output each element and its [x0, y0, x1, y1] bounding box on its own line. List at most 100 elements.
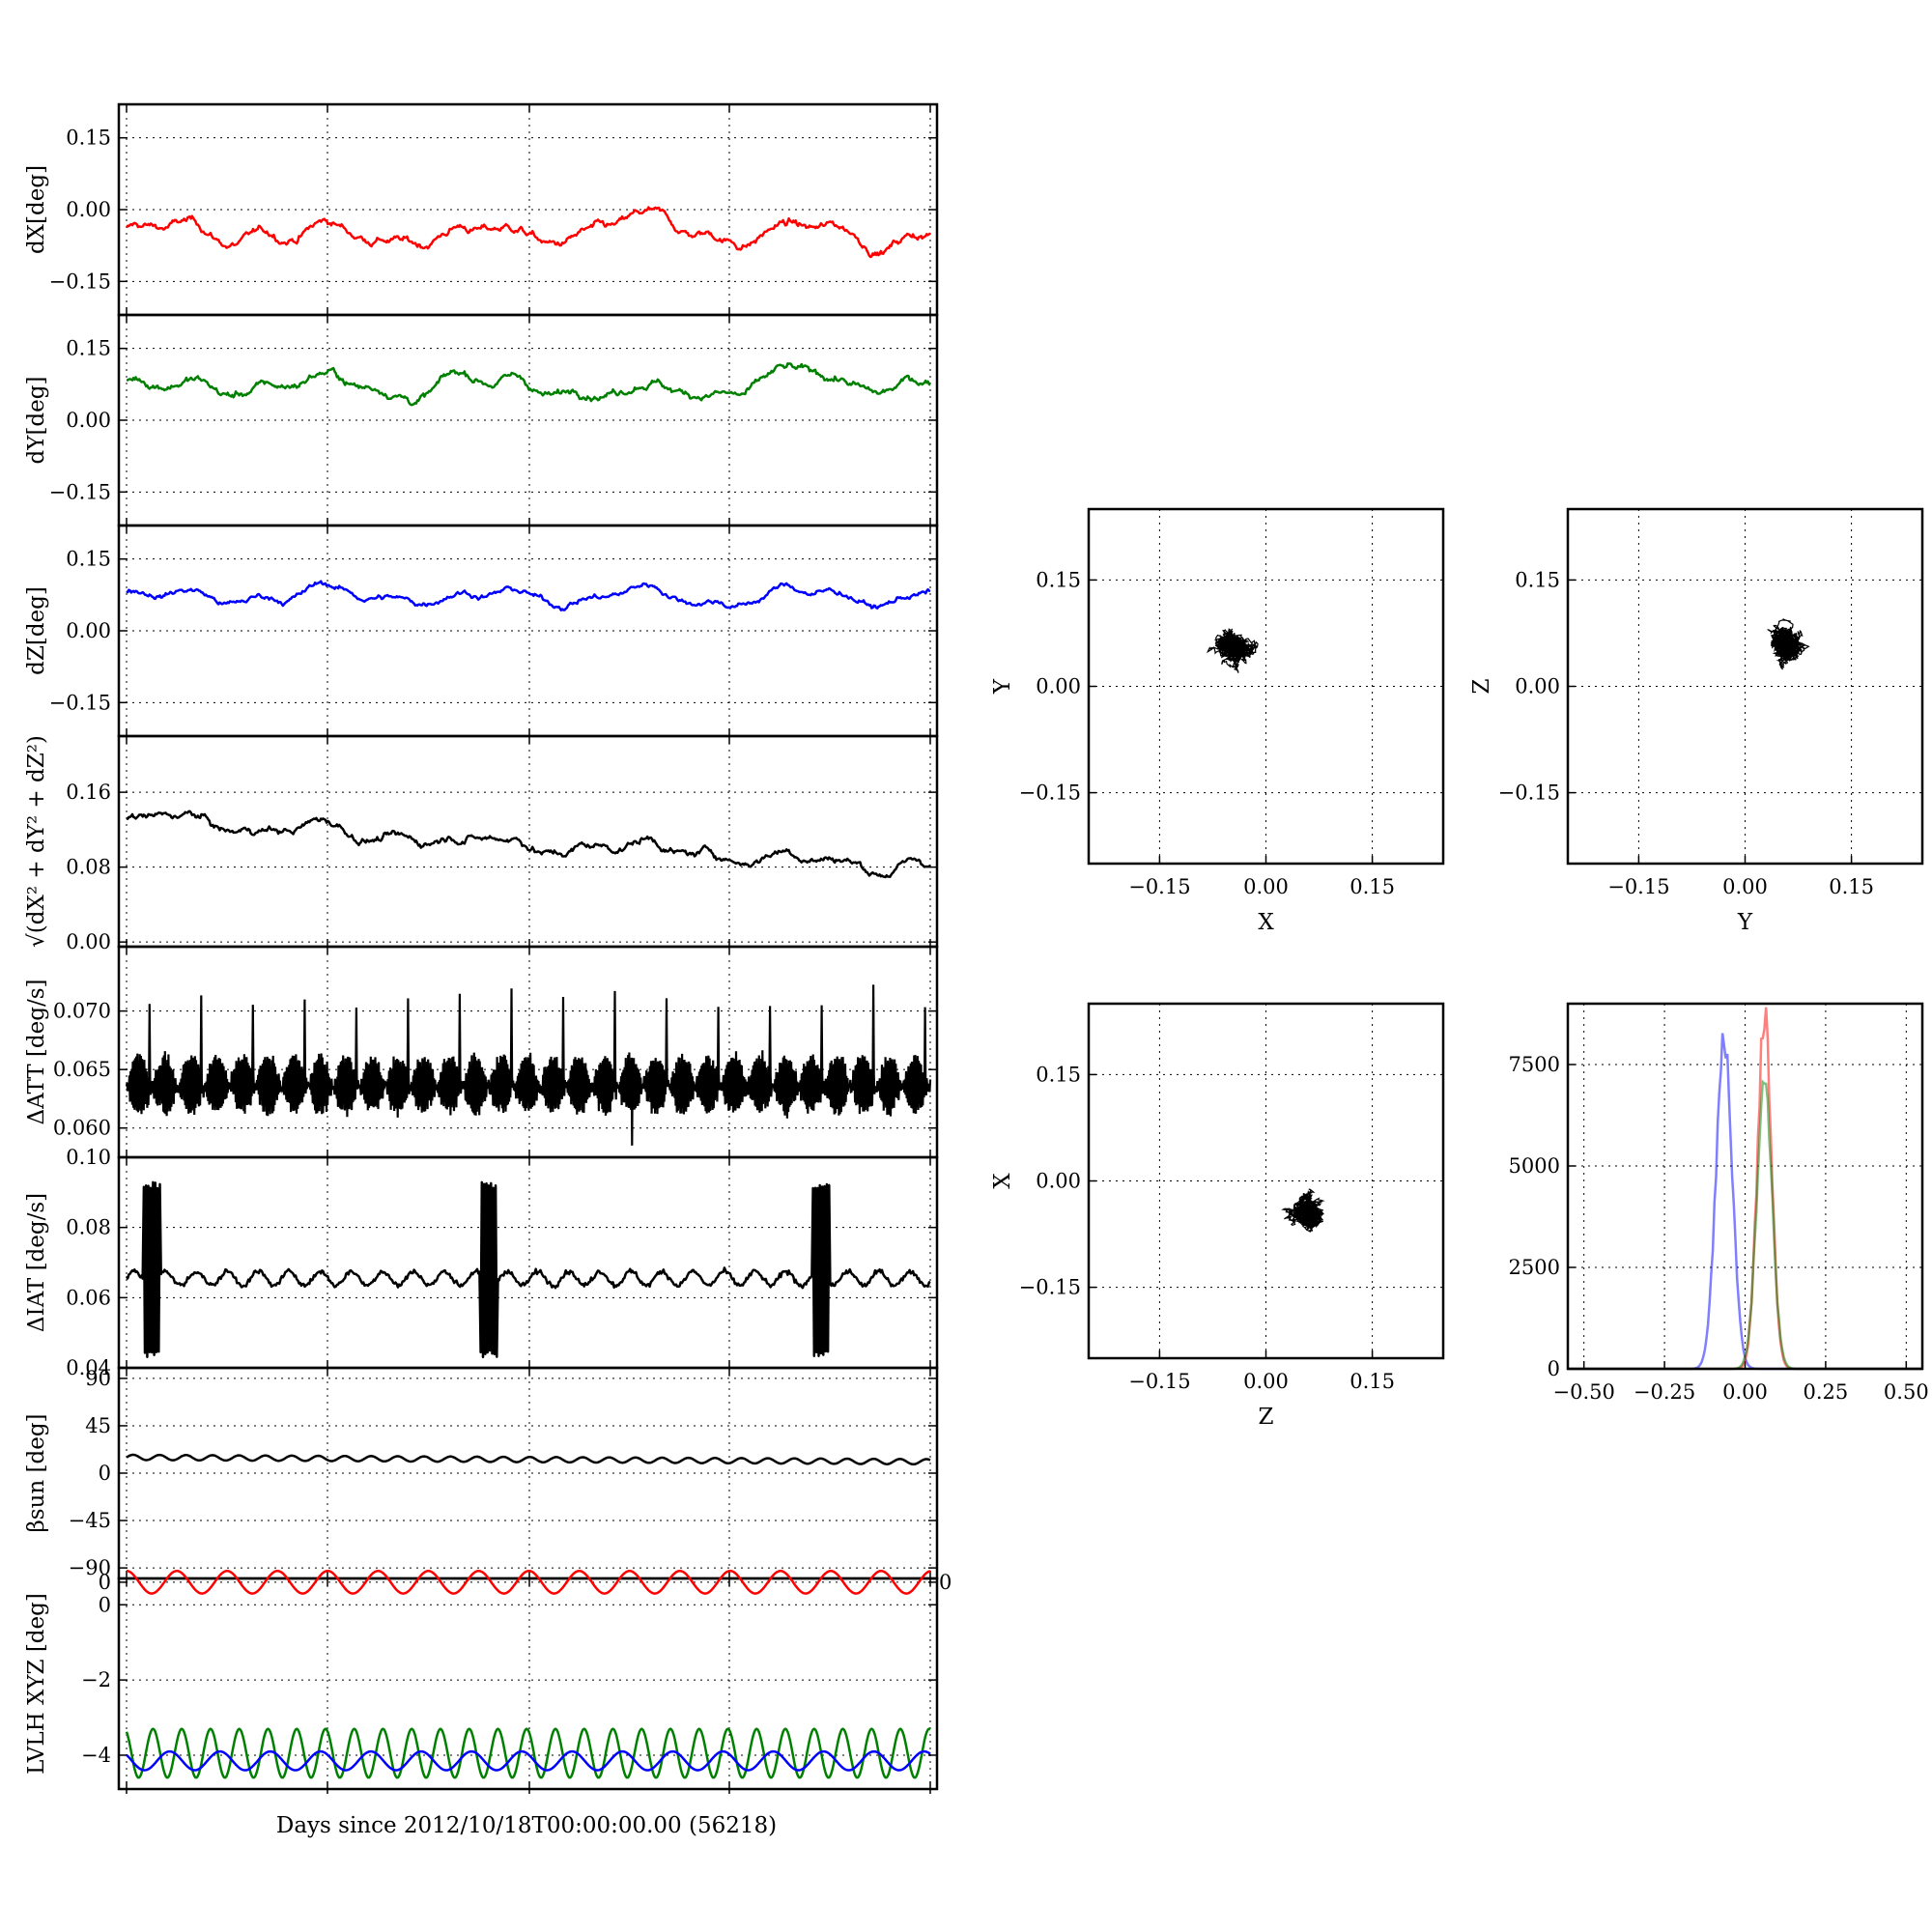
ytick-label: 0.15 [66, 337, 111, 360]
series-diat-line [125, 1180, 931, 1359]
histogram-plot: −0.50 −0.25 0.00 0.25 0.50 7500 5000 2500 0 [1509, 1002, 1929, 1404]
scatter-trace [1206, 628, 1259, 673]
panel-diat: 0.10 0.08 0.06 0.04 ΔIAT [deg/s] [24, 1146, 939, 1379]
scatter-trace [1281, 1188, 1325, 1233]
xtick-label: 0.00 [1722, 875, 1768, 898]
panel-ylabel: dX[deg] [24, 165, 49, 254]
hist-ytick-label: 2500 [1509, 1256, 1560, 1279]
xtick-label: 0.15 [1350, 1370, 1395, 1393]
hist-frame [1566, 1002, 1924, 1371]
ytick-label: 0.00 [66, 619, 111, 642]
series-datt-line [125, 984, 932, 1146]
series-beta-line [126, 1453, 931, 1466]
panel-ylabel: √(dX² + dY² + dZ²) [24, 735, 49, 948]
ytick-label: −45 [69, 1509, 111, 1532]
ytick-label: 0.08 [66, 1216, 111, 1239]
xtick-label: 0.15 [1829, 875, 1874, 898]
time-axis-label: Days since 2012/10/18T00:00:00.00 (56218… [276, 1813, 777, 1838]
hist-xtick-label: −0.50 [1553, 1380, 1615, 1404]
scatter-ylabel: X [990, 1173, 1015, 1189]
ytick-label: 0.08 [66, 856, 111, 879]
ytick-label: 90 [85, 1367, 111, 1390]
ytick-label: 0.15 [1515, 568, 1560, 591]
panel-frame [117, 945, 939, 1159]
panel-frame [117, 734, 939, 949]
ytick-label: −0.15 [1019, 781, 1081, 805]
ytick-label: 0.00 [1036, 675, 1081, 698]
series-lvlh-x-line [126, 1569, 931, 1595]
scatter-xy: −0.15 0.15 0.00 0.00 0.15 −0.15 X Y [990, 507, 1445, 935]
series-norm-line [126, 810, 931, 879]
scatter-ylabel: Z [1469, 678, 1494, 694]
ytick-label-right: 0 [939, 1571, 952, 1594]
series-dy-line [126, 362, 931, 407]
ytick-label: 0.070 [53, 1000, 111, 1023]
panel-ylabel: ΔIAT [deg/s] [24, 1193, 49, 1332]
ytick-label: 45 [85, 1414, 111, 1437]
xtick-label: 0.00 [1243, 1370, 1289, 1393]
series-lvlh-z-line [126, 1749, 931, 1772]
hist-ytick-label: 7500 [1509, 1053, 1560, 1076]
panel-ylabel: LVLH XYZ [deg] [24, 1593, 49, 1775]
ytick-label: 0.06 [66, 1286, 111, 1309]
xtick-label: −0.15 [1128, 1370, 1190, 1393]
ytick-label: −2 [81, 1668, 111, 1691]
xtick-label: −0.15 [1607, 875, 1669, 898]
panel-beta: 90 45 0 −45 −90 βsun [deg] [24, 1366, 939, 1580]
xtick-label: −0.15 [1128, 875, 1190, 898]
series-dz-line [126, 580, 931, 611]
ytick-label: 0.00 [66, 198, 111, 221]
ytick-label: −0.15 [49, 691, 111, 714]
ytick-label: −90 [69, 1556, 111, 1579]
hist-xtick-label: −0.25 [1634, 1380, 1695, 1404]
ytick-label: 0 [99, 1593, 111, 1616]
ytick-label: 0.00 [66, 930, 111, 953]
scatter-xlabel: X [1258, 910, 1274, 935]
scatter-ylabel: Y [990, 678, 1015, 695]
scatter-plots: −0.15 0.15 0.00 0.00 0.15 −0.15 X Y −0.15 0.15 0.0… [990, 507, 1924, 1430]
ytick-label: 0.15 [1036, 568, 1081, 591]
scatter-frame [1087, 507, 1445, 866]
ytick-label: −4 [81, 1744, 111, 1767]
scatter-xlabel: Z [1259, 1405, 1274, 1430]
hist-xtick-label: 0.50 [1884, 1380, 1929, 1404]
panel-ylabel: βsun [deg] [24, 1413, 49, 1532]
ytick-label: 0.065 [53, 1058, 111, 1081]
ytick-label: −0.15 [1498, 781, 1560, 805]
scatter-frame [1087, 1002, 1445, 1360]
panel-ylabel: ΔATT [deg/s] [24, 980, 49, 1125]
panel-norm: 0.16 0.08 0.00 √(dX² + dY² + dZ²) [24, 734, 939, 953]
ytick-label: 0.15 [66, 127, 111, 150]
hist-series-green [1568, 1079, 1922, 1371]
scatter-xlabel: Y [1737, 910, 1753, 935]
ytick-label: 0.16 [66, 781, 111, 804]
ytick-label: −0.15 [49, 270, 111, 293]
ytick-label: 0.00 [66, 409, 111, 432]
scatter-yz: −0.15 0.15 0.00 0.00 0.15 −0.15 Y Z [1469, 507, 1924, 935]
ytick-label: 0.10 [66, 1146, 111, 1169]
ytick-label: −0.15 [49, 480, 111, 503]
hist-ytick-label: 5000 [1509, 1154, 1560, 1178]
scatter-trace [1766, 618, 1810, 670]
panel-frame [117, 1577, 939, 1791]
panel-ylabel: dY[deg] [24, 377, 49, 465]
ytick-label: 0 [99, 1571, 111, 1594]
ytick-label: −0.15 [1019, 1276, 1081, 1299]
series-dx-line [125, 206, 931, 259]
ytick-label: 0.15 [66, 548, 111, 571]
hist-xtick-label: 0.25 [1804, 1380, 1849, 1404]
hist-ytick-label: 0 [1548, 1357, 1560, 1380]
xtick-label: 0.00 [1243, 875, 1289, 898]
hist-xtick-label: 0.00 [1722, 1380, 1768, 1404]
ytick-label: 0.15 [1036, 1063, 1081, 1086]
ytick-label: 0 [99, 1462, 111, 1485]
panel-ylabel: dZ[deg] [24, 586, 49, 675]
ytick-label: 0.04 [66, 1356, 111, 1379]
ytick-label: 0.00 [1036, 1170, 1081, 1193]
